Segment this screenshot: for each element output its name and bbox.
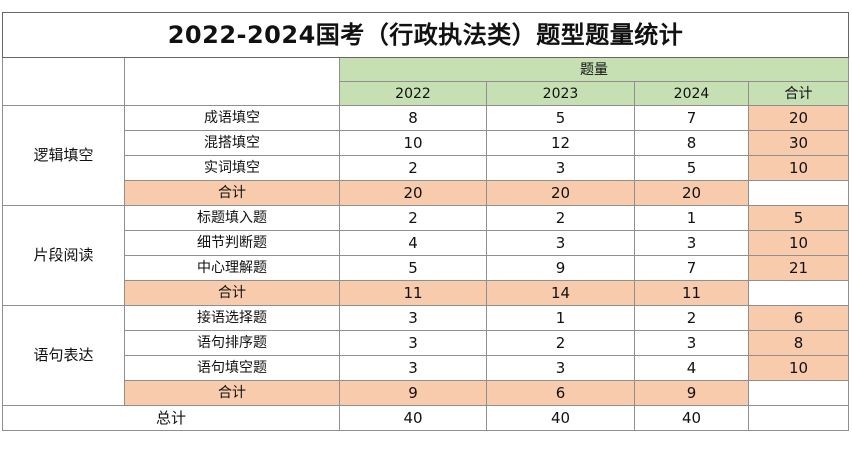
- row-total: 21: [748, 255, 849, 281]
- cell-value: 10: [339, 130, 487, 156]
- subtotal-value: 20: [339, 180, 487, 206]
- cell-value: 4: [634, 355, 749, 381]
- cell-value: 2: [486, 330, 635, 356]
- row-label: 标题填入题: [124, 205, 340, 231]
- cell-value: 2: [634, 305, 749, 331]
- cell-value: 8: [634, 130, 749, 156]
- subtotal-value: 20: [486, 180, 635, 206]
- subtotal-value: 14: [486, 280, 635, 306]
- row-total: 10: [748, 230, 849, 256]
- row-total: 6: [748, 305, 849, 331]
- section-name: 逻辑填空: [2, 105, 125, 206]
- header-year: 2023: [486, 81, 635, 106]
- row-label: 实词填空: [124, 155, 340, 181]
- row-total: 5: [748, 205, 849, 231]
- row-label: 接语选择题: [124, 305, 340, 331]
- section-name: 语句表达: [2, 305, 125, 406]
- grand-total-value: 40: [339, 405, 487, 431]
- header-group-label: 题量: [339, 57, 849, 82]
- cell-value: 8: [339, 105, 487, 131]
- cell-value: 7: [634, 105, 749, 131]
- header-blank-2: [124, 57, 340, 106]
- cell-value: 9: [486, 255, 635, 281]
- row-label: 细节判断题: [124, 230, 340, 256]
- cell-value: 12: [486, 130, 635, 156]
- stats-table: 2022-2024国考（行政执法类）题型题量统计 题量 2022 2023 20…: [2, 12, 849, 431]
- subtotal-value: 11: [339, 280, 487, 306]
- cell-value: 3: [486, 155, 635, 181]
- cell-value: 5: [634, 155, 749, 181]
- cell-value: 3: [634, 230, 749, 256]
- table-title: 2022-2024国考（行政执法类）题型题量统计: [2, 12, 849, 58]
- subtotal-label: 合计: [124, 380, 340, 406]
- header-year: 2022: [339, 81, 487, 106]
- row-label: 混搭填空: [124, 130, 340, 156]
- grand-total-value: 40: [634, 405, 749, 431]
- row-label: 语句排序题: [124, 330, 340, 356]
- subtotal-blank: [748, 380, 849, 406]
- subtotal-value: 6: [486, 380, 635, 406]
- cell-value: 3: [486, 230, 635, 256]
- row-total: 10: [748, 155, 849, 181]
- subtotal-value: 11: [634, 280, 749, 306]
- row-label: 成语填空: [124, 105, 340, 131]
- cell-value: 5: [339, 255, 487, 281]
- cell-value: 4: [339, 230, 487, 256]
- header-blank-1: [2, 57, 125, 106]
- cell-value: 5: [486, 105, 635, 131]
- cell-value: 3: [339, 355, 487, 381]
- row-label: 中心理解题: [124, 255, 340, 281]
- subtotal-value: 20: [634, 180, 749, 206]
- subtotal-label: 合计: [124, 180, 340, 206]
- cell-value: 3: [339, 330, 487, 356]
- row-label: 语句填空题: [124, 355, 340, 381]
- subtotal-blank: [748, 280, 849, 306]
- section-name: 片段阅读: [2, 205, 125, 306]
- row-total: 8: [748, 330, 849, 356]
- cell-value: 2: [486, 205, 635, 231]
- cell-value: 3: [486, 355, 635, 381]
- row-total: 30: [748, 130, 849, 156]
- header-year: 2024: [634, 81, 749, 106]
- cell-value: 3: [634, 330, 749, 356]
- subtotal-value: 9: [339, 380, 487, 406]
- grand-total-label: 总计: [2, 405, 340, 431]
- cell-value: 1: [634, 205, 749, 231]
- cell-value: 7: [634, 255, 749, 281]
- cell-value: 2: [339, 155, 487, 181]
- row-total: 20: [748, 105, 849, 131]
- cell-value: 1: [486, 305, 635, 331]
- header-total: 合计: [748, 81, 849, 106]
- subtotal-blank: [748, 180, 849, 206]
- grand-total-value: 40: [486, 405, 635, 431]
- subtotal-label: 合计: [124, 280, 340, 306]
- subtotal-value: 9: [634, 380, 749, 406]
- cell-value: 3: [339, 305, 487, 331]
- row-total: 10: [748, 355, 849, 381]
- grand-total-blank: [748, 405, 849, 431]
- cell-value: 2: [339, 205, 487, 231]
